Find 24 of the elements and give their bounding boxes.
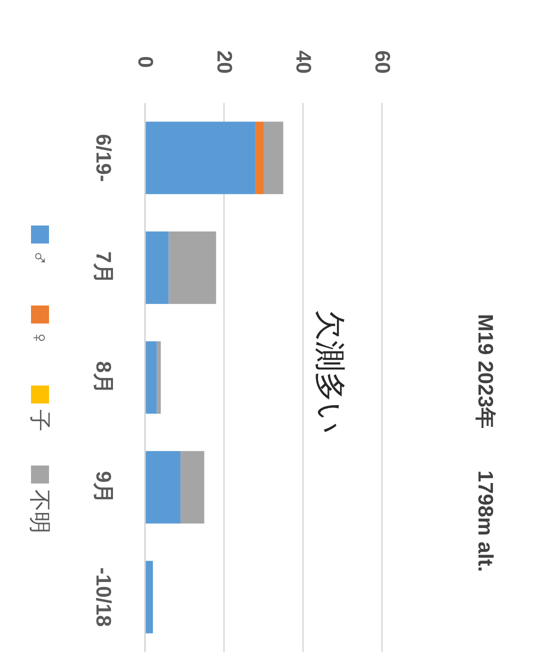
bar	[145, 341, 157, 414]
legend-label: ♂	[28, 250, 52, 266]
bar	[145, 231, 169, 304]
text: M19 2023年 1798m alt.	[474, 314, 496, 572]
legend-label: 不明	[28, 490, 52, 534]
bar	[145, 451, 181, 524]
y-tick-label: -10/18	[92, 567, 114, 628]
legend-label: 子	[28, 410, 52, 432]
y-tick-label: 6/19-	[92, 134, 114, 182]
x-tick-label: 40	[292, 50, 314, 74]
y-tick-label: 9月	[92, 470, 114, 504]
bar	[256, 122, 264, 194]
y-tick-label: 7月	[92, 251, 114, 284]
bar	[156, 341, 161, 414]
x-tick-label: 20	[212, 50, 236, 74]
x-tick-label: 60	[370, 50, 394, 74]
bar	[180, 451, 204, 524]
bar	[264, 122, 284, 194]
bar	[145, 122, 256, 194]
annotation: 欠測多い	[312, 310, 348, 434]
legend-label: ♀	[28, 330, 52, 346]
x-tick-label: 0	[134, 56, 156, 68]
bar	[168, 231, 216, 304]
y-tick-label: 8月	[92, 361, 114, 394]
